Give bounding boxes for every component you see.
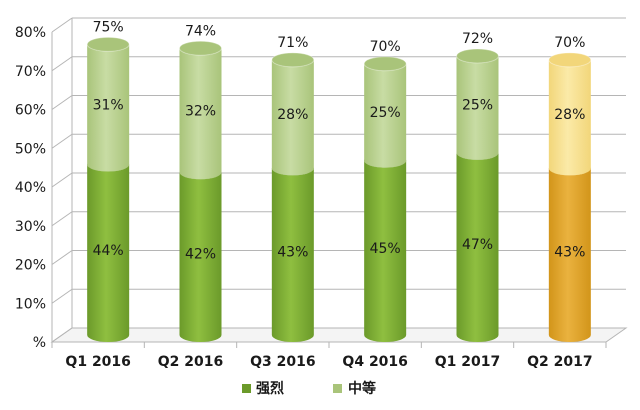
bar-group: 43% 28% 71% (271, 35, 315, 342)
gridline-side (51, 327, 73, 343)
bar-segment-moderate (271, 59, 314, 176)
bar-segment-strong (87, 164, 130, 342)
x-category-label: Q1 2016 (65, 354, 130, 370)
y-tick-label: % (33, 335, 46, 351)
bar-segment-strong (271, 168, 314, 342)
data-label-moderate: 28% (277, 107, 308, 123)
gridline-side (51, 250, 73, 265)
bar-group: 45% 25% 70% (363, 39, 407, 342)
bar-top-cap (456, 48, 499, 64)
bar-segment-moderate (87, 44, 130, 172)
y-tick-label: 50% (15, 141, 46, 157)
gridline-side (51, 56, 73, 72)
gridline-side (51, 95, 73, 110)
data-label-moderate: 25% (462, 97, 493, 113)
bar-segment-moderate (364, 63, 407, 168)
y-tick-label: 70% (15, 64, 46, 80)
data-label-moderate: 25% (370, 105, 401, 121)
legend-swatch-strong (242, 384, 251, 393)
bar-segment-moderate (456, 56, 499, 160)
bar-top-cap (271, 52, 315, 68)
bar-top-cap (548, 52, 592, 68)
data-label-strong: 43% (277, 245, 308, 261)
data-label-total: 71% (277, 35, 308, 51)
legend-label-strong: 强烈 (256, 381, 284, 397)
bar-top-cap (179, 40, 222, 56)
data-label-total: 70% (554, 35, 585, 51)
legend-swatch-moderate (333, 384, 342, 393)
y-tick-label: 60% (15, 103, 46, 119)
y-tick-label: 20% (15, 258, 46, 274)
gridline-side (51, 133, 73, 149)
data-label-strong: 47% (462, 237, 493, 253)
y-tick-label: 10% (15, 296, 46, 312)
data-label-total: 74% (185, 23, 216, 39)
data-label-strong: 43% (554, 245, 585, 261)
gridline-side (51, 172, 73, 188)
y-tick-label: 40% (15, 180, 46, 196)
bar-top-cap (363, 56, 407, 72)
x-category-label: Q1 2017 (435, 354, 500, 370)
x-category-label: Q4 2016 (342, 354, 407, 370)
bar-segment-strong (548, 168, 591, 342)
bar-segment-strong (456, 152, 499, 342)
data-label-moderate: 31% (93, 97, 124, 113)
data-label-moderate: 32% (185, 103, 216, 119)
bar-group: 44% 31% 75% (86, 19, 130, 342)
y-tick-label: 80% (15, 25, 46, 41)
data-label-total: 75% (93, 19, 124, 35)
data-label-total: 72% (462, 31, 493, 47)
data-label-total: 70% (370, 39, 401, 55)
bar-group: 47% 25% 72% (456, 31, 499, 342)
gridline-side (51, 17, 73, 33)
bar-segment-moderate (179, 48, 222, 180)
bar-group: 43% 28% 70% (548, 35, 592, 342)
chart-floor (50, 327, 628, 343)
bar-segment-strong (364, 160, 407, 342)
y-tick-label: 30% (15, 219, 46, 235)
x-category-label: Q2 2017 (527, 354, 592, 370)
data-label-strong: 42% (185, 247, 216, 263)
data-label-strong: 44% (93, 243, 124, 259)
legend-label-moderate: 中等 (348, 380, 376, 397)
gridline-side (51, 211, 73, 227)
bar-segment-strong (179, 172, 222, 342)
x-category-label: Q3 2016 (250, 354, 315, 370)
gridline-side (51, 288, 73, 304)
bar-top-cap (86, 36, 130, 52)
data-label-moderate: 28% (554, 107, 585, 123)
x-category-label: Q2 2016 (158, 354, 223, 370)
bar-segment-moderate (548, 59, 591, 176)
bar-group: 42% 32% 74% (179, 23, 222, 342)
data-label-strong: 45% (370, 241, 401, 257)
